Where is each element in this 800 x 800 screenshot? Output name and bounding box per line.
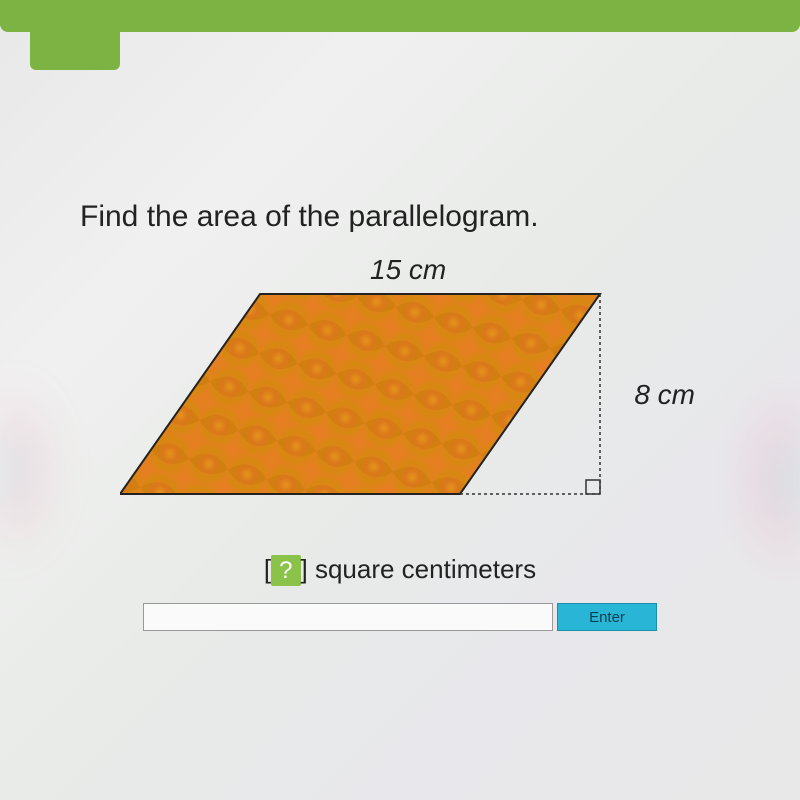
question-prompt: Find the area of the parallelogram.	[80, 200, 720, 234]
top-tab	[30, 0, 120, 70]
answer-line: [?] square centimeters	[80, 554, 720, 585]
answer-input[interactable]	[143, 603, 553, 631]
top-bar	[0, 0, 800, 32]
content-area: Find the area of the parallelogram. 15 c…	[0, 200, 800, 631]
answer-section: [?] square centimeters Enter	[80, 554, 720, 631]
parallelogram-diagram: 15 cm 8 cm	[120, 254, 680, 534]
answer-placeholder: ?	[271, 555, 300, 586]
input-row: Enter	[80, 603, 720, 631]
parallelogram-svg	[120, 254, 680, 534]
answer-bracket-close-units: ] square centimeters	[301, 554, 537, 584]
enter-button[interactable]: Enter	[557, 603, 657, 631]
right-angle-marker	[586, 480, 600, 494]
parallelogram-shape	[120, 294, 600, 494]
height-dimension-label: 8 cm	[634, 379, 695, 411]
base-dimension-label: 15 cm	[370, 254, 446, 286]
